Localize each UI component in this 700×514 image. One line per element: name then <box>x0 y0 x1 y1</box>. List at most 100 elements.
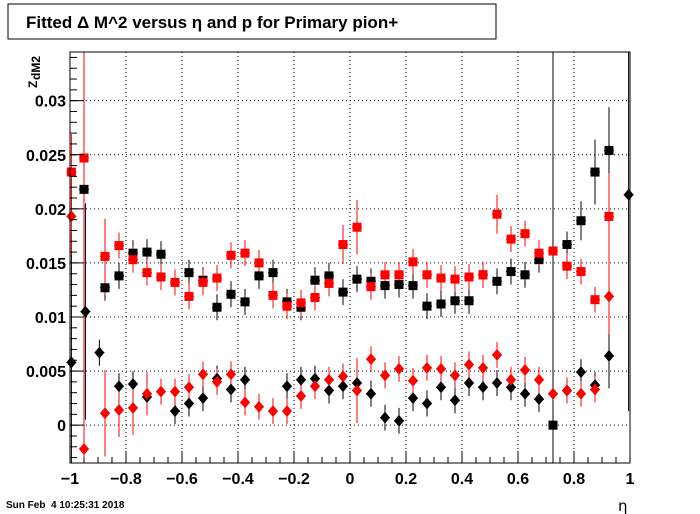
data-point-square <box>548 246 558 256</box>
data-point-square <box>408 257 418 267</box>
data-point-square <box>212 273 222 283</box>
data-point-square <box>520 229 530 239</box>
data-point-diamond <box>604 290 614 303</box>
data-point-diamond <box>310 372 320 385</box>
data-point-diamond <box>128 401 138 414</box>
data-point-diamond <box>240 373 250 386</box>
data-point-diamond <box>436 381 446 394</box>
data-point-square <box>366 282 376 292</box>
data-point-square <box>170 277 180 287</box>
data-point-diamond <box>464 376 474 389</box>
data-point-square <box>590 295 600 305</box>
data-point-square <box>576 216 586 226</box>
data-point-square <box>156 272 166 282</box>
data-markers <box>66 145 634 455</box>
data-point-square <box>156 249 166 259</box>
x-tick-label: 0.6 <box>507 471 529 488</box>
data-point-square <box>422 301 432 311</box>
data-point-square <box>548 420 558 430</box>
y-tick-label: 0 <box>57 418 66 435</box>
y-tick-label: 0.03 <box>35 94 66 111</box>
data-point-square <box>408 281 418 291</box>
data-point-square <box>268 290 278 300</box>
data-point-diamond <box>240 396 250 409</box>
data-point-diamond <box>380 411 390 424</box>
data-point-diamond <box>506 381 516 394</box>
x-tick-label: 0.4 <box>451 471 473 488</box>
data-point-square <box>100 283 110 293</box>
x-axis-label: η <box>618 497 628 514</box>
data-point-square <box>296 298 306 308</box>
data-point-diamond <box>422 397 432 410</box>
data-point-square <box>492 276 502 286</box>
data-point-diamond <box>623 188 634 201</box>
data-point-diamond <box>366 387 376 400</box>
error-bars <box>66 52 634 463</box>
data-point-diamond <box>506 373 516 386</box>
data-point-diamond <box>184 381 194 394</box>
data-point-diamond <box>604 349 614 362</box>
data-point-diamond <box>296 389 306 402</box>
data-point-diamond <box>184 397 194 410</box>
data-point-square <box>562 261 572 271</box>
data-point-diamond <box>338 380 348 393</box>
data-point-diamond <box>66 210 77 223</box>
data-point-diamond <box>408 392 418 405</box>
tick-labels: −1 −0.8 −0.6 −0.4 −0.2 0 0.2 0.4 0.6 0.8 1 0 0.005 0.… <box>26 94 635 488</box>
data-point-square <box>268 268 278 278</box>
data-point-diamond <box>212 375 222 388</box>
data-point-diamond <box>114 404 124 417</box>
data-point-square <box>604 211 614 221</box>
data-point-square <box>534 248 544 258</box>
data-point-diamond <box>394 362 404 375</box>
data-point-diamond <box>100 407 110 420</box>
data-point-square <box>604 145 614 155</box>
data-point-diamond <box>352 384 362 397</box>
data-point-diamond <box>352 376 362 389</box>
data-point-square <box>534 255 544 265</box>
data-point-square <box>520 270 530 280</box>
data-point-diamond <box>534 393 544 406</box>
data-point-diamond <box>520 387 530 400</box>
y-tick-label: 0.01 <box>35 310 66 327</box>
data-point-square <box>142 268 152 278</box>
data-point-square <box>338 240 348 250</box>
chart-title: Fitted Δ M^2 versus η and p for Primary … <box>26 13 398 32</box>
data-point-square <box>338 287 348 297</box>
x-tick-label: −0.8 <box>110 471 142 488</box>
title-box <box>7 3 497 40</box>
data-point-square <box>79 153 89 163</box>
data-point-diamond <box>282 405 292 418</box>
y-tick-label: 0.005 <box>26 364 66 381</box>
data-point-diamond <box>128 378 138 391</box>
data-point-square <box>394 270 404 280</box>
x-tick-label: −1 <box>61 471 79 488</box>
data-point-square <box>324 278 334 288</box>
data-point-diamond <box>338 370 348 383</box>
x-tick-label: 0.2 <box>395 471 417 488</box>
data-point-diamond <box>94 346 105 359</box>
y-axis-label: Z <box>26 81 40 88</box>
data-point-square <box>464 296 474 306</box>
data-point-square <box>142 247 152 257</box>
data-point-square <box>114 271 124 281</box>
data-point-diamond <box>324 373 334 386</box>
data-point-square <box>184 268 194 278</box>
data-point-diamond <box>520 363 530 376</box>
data-point-square <box>184 291 194 301</box>
data-point-square <box>436 299 446 309</box>
x-tick-label: −0.2 <box>278 471 310 488</box>
data-point-diamond <box>478 361 488 374</box>
data-point-diamond <box>548 387 558 400</box>
data-point-square <box>66 167 76 177</box>
data-point-diamond <box>576 366 586 379</box>
data-point-square <box>394 280 404 290</box>
data-point-square <box>254 271 264 281</box>
y-axis-label-subscript: dM2 <box>29 56 43 80</box>
data-point-square <box>212 302 222 312</box>
y-tick-label: 0.025 <box>26 148 66 165</box>
data-point-diamond <box>450 394 460 407</box>
data-point-diamond <box>422 361 432 374</box>
data-point-diamond <box>114 380 124 393</box>
data-point-diamond <box>156 385 166 398</box>
